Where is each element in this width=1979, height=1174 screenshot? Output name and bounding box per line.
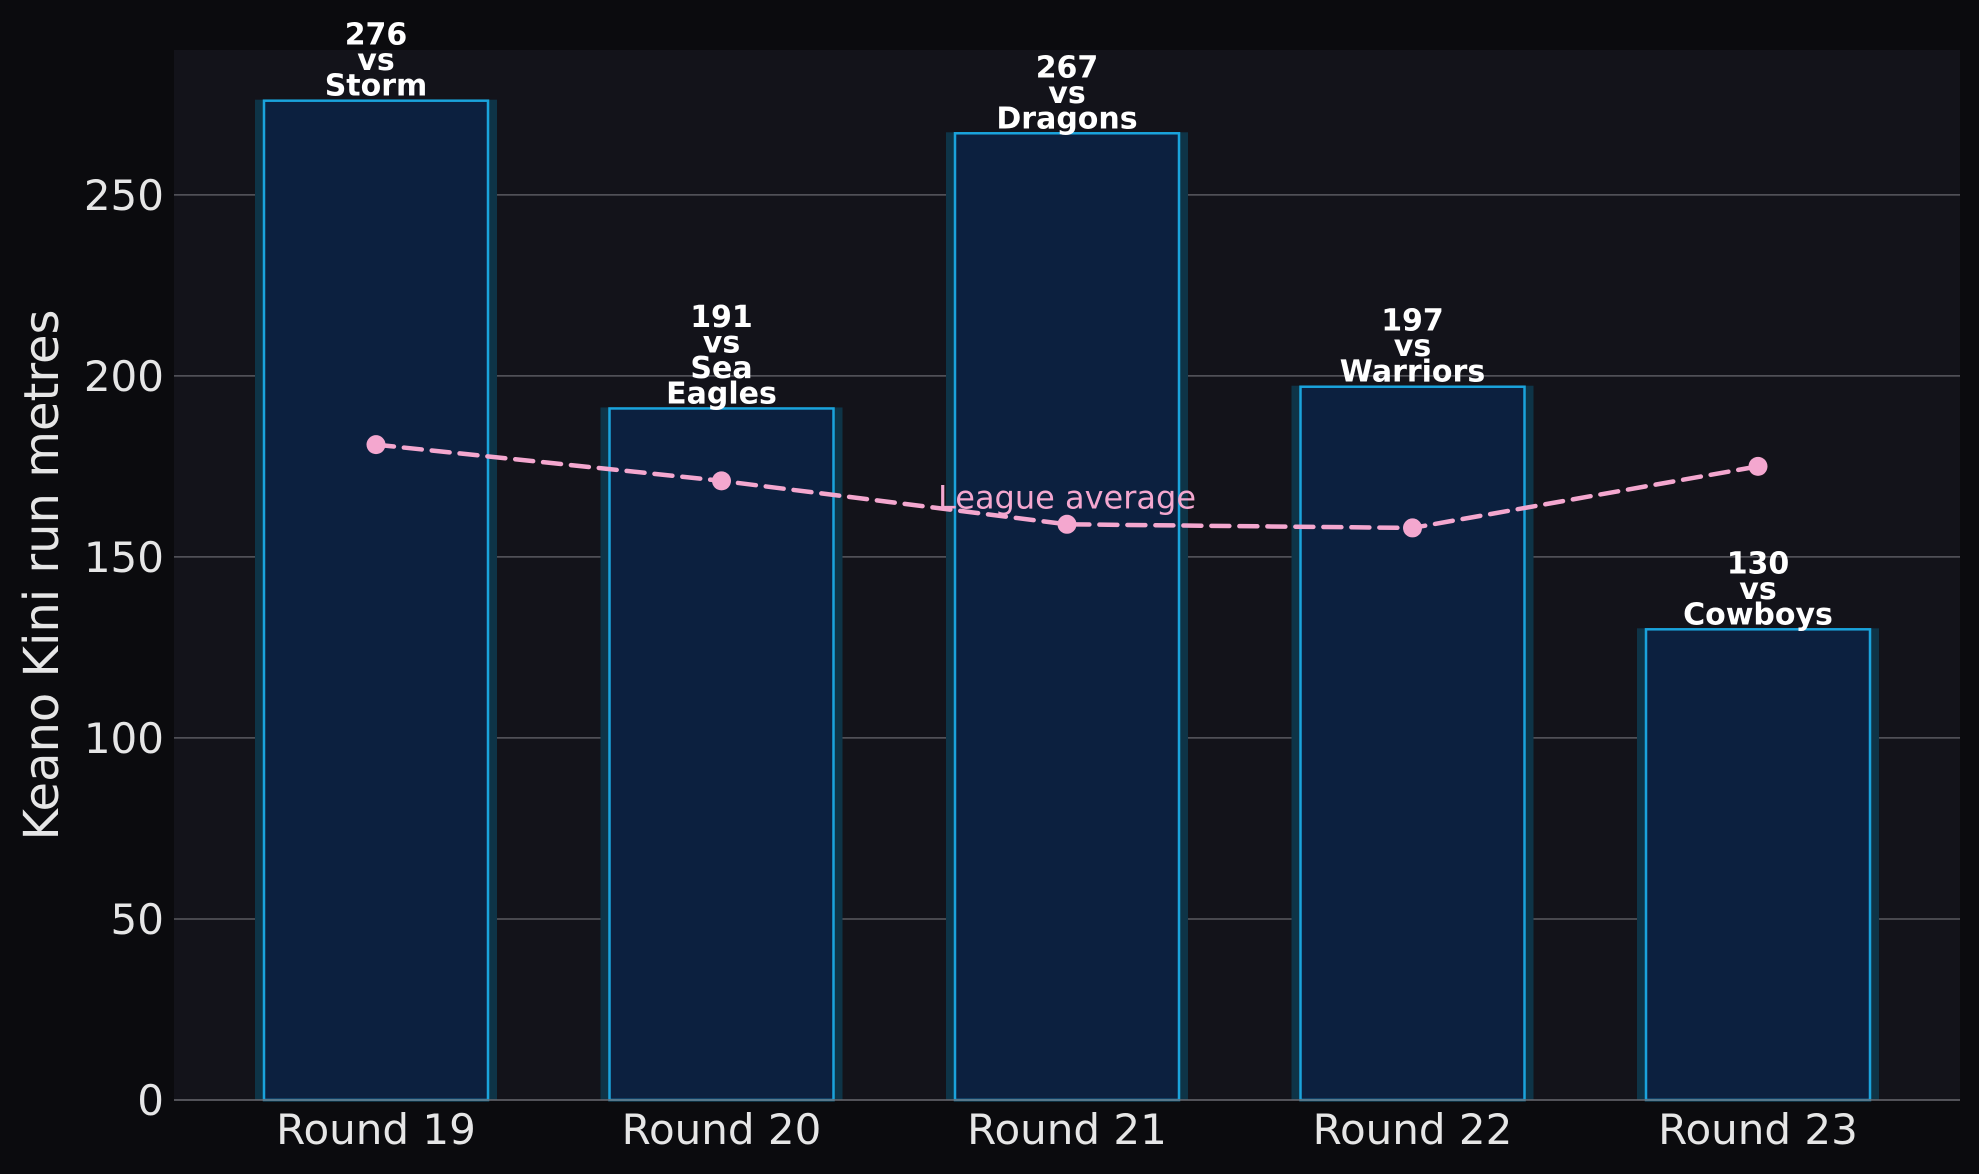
- bar-value-label: 197: [1381, 304, 1444, 339]
- y-tick-label: 250: [84, 171, 164, 220]
- bar-value-label: vs: [1394, 329, 1431, 364]
- bar-value-label: vs: [703, 325, 740, 360]
- bar-value-label: 130: [1727, 546, 1790, 581]
- bars: [255, 99, 1879, 1102]
- bar-value-label: Cowboys: [1683, 597, 1833, 632]
- bar-round-23: [1644, 628, 1872, 1102]
- league-average-point: [1403, 518, 1422, 538]
- bar-value-label: Sea: [690, 351, 752, 386]
- league-average-path: [373, 442, 1761, 531]
- bar-value-label: Eagles: [666, 376, 777, 411]
- league-average-label: League average: [938, 478, 1196, 516]
- league-average-point: [1057, 514, 1077, 534]
- league-average-point: [712, 471, 731, 491]
- x-tick-label: Round 23: [1658, 1105, 1858, 1154]
- bar-labels: 276vsStorm191vsSeaEagles267vsDragons197v…: [325, 18, 1833, 633]
- x-tick-label: Round 20: [622, 1105, 822, 1154]
- bar-value-label: Storm: [325, 69, 428, 104]
- league-average-line: League average: [366, 435, 1768, 538]
- y-tick-label: 100: [84, 714, 164, 763]
- y-tick-label: 50: [111, 895, 164, 944]
- axes: 0 50 100 150 200 250 Round 19 Round 20 Round 21 R…: [84, 171, 1960, 1154]
- y-tick-label: 0: [137, 1076, 164, 1125]
- league-average-point: [1748, 456, 1768, 476]
- bar-value-label: 191: [690, 300, 753, 335]
- league-average-point: [366, 435, 386, 455]
- bar-round-19: [262, 99, 490, 1102]
- x-tick-label: Round 22: [1313, 1105, 1513, 1154]
- x-tick-label: Round 21: [967, 1105, 1167, 1154]
- bar-round-20: [608, 407, 835, 1102]
- y-tick-label: 150: [84, 533, 164, 582]
- bar-value-label: vs: [1739, 572, 1776, 607]
- y-tick-label: 200: [84, 352, 164, 401]
- y-axis-label: Keano Kini run metres: [14, 309, 70, 840]
- bar-value-label: 267: [1036, 50, 1099, 85]
- bar-value-label: 276: [345, 18, 408, 53]
- bar-value-label: Dragons: [996, 101, 1137, 136]
- x-tick-label: Round 19: [276, 1105, 476, 1154]
- bar-value-label: Warriors: [1340, 355, 1485, 390]
- bar-round-22: [1299, 385, 1526, 1102]
- bar-round-21: [953, 132, 1181, 1102]
- bar-value-label: vs: [357, 43, 394, 78]
- bar-value-label: vs: [1048, 76, 1085, 111]
